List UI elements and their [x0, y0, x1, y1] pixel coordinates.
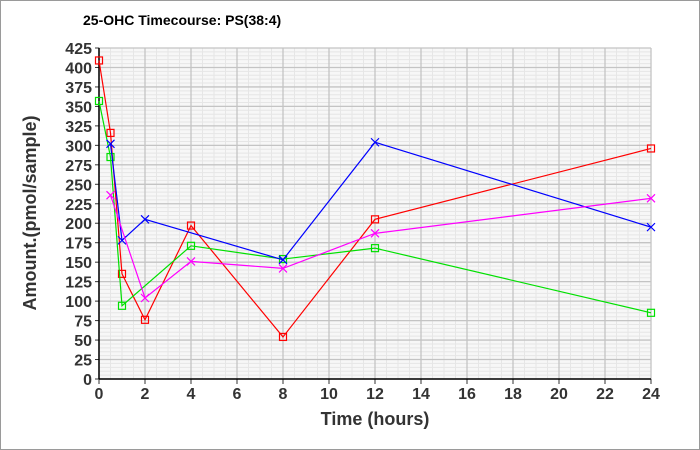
chart-title: 25-OHC Timecourse: PS(38:4) [83, 12, 282, 28]
y-tick-label: 0 [83, 372, 92, 389]
series-line-magenta [109, 195, 652, 300]
x-tick-label: 20 [550, 386, 568, 403]
y-tick-label: 175 [65, 236, 92, 253]
data-point-blue [106, 139, 115, 149]
data-point-green [186, 241, 196, 250]
data-point-blue [370, 137, 380, 147]
x-tick-label: 12 [366, 386, 384, 403]
x-tick-label: 0 [95, 386, 104, 403]
data-point-green [117, 301, 127, 310]
x-tick-label: 8 [279, 386, 288, 403]
data-point-green [646, 308, 656, 317]
y-tick-label: 50 [74, 333, 92, 350]
x-tick-label: 18 [504, 386, 522, 403]
x-tick-label: 22 [596, 386, 614, 403]
data-point-magenta [186, 256, 196, 266]
data-point-magenta [106, 190, 115, 200]
data-point-magenta [278, 263, 288, 273]
data-point-red [106, 128, 115, 137]
y-tick-label: 375 [65, 80, 92, 97]
data-point-green [370, 244, 380, 253]
y-tick-label: 275 [65, 158, 92, 175]
data-point-blue [278, 255, 288, 265]
y-tick-label: 75 [74, 314, 92, 331]
x-tick-label: 10 [320, 386, 338, 403]
y-tick-label: 25 [74, 353, 92, 370]
y-tick-label: 150 [65, 255, 92, 272]
data-point-red [140, 315, 150, 324]
y-axis-label: Amount.(pmol/sample) [20, 115, 40, 310]
y-tick-label: 350 [65, 99, 92, 116]
x-axis-label: Time (hours) [321, 409, 430, 429]
y-tick-label: 225 [65, 197, 92, 214]
x-tick-label: 24 [642, 386, 660, 403]
series-line-green [98, 100, 652, 314]
x-tick-label: 6 [233, 386, 242, 403]
y-tick-label: 100 [65, 294, 92, 311]
y-tick-label: 300 [65, 138, 92, 155]
y-tick-label: 425 [65, 41, 92, 58]
data-point-red [117, 269, 127, 278]
x-tick-label: 14 [412, 386, 430, 403]
data-point-red [94, 56, 104, 65]
data-point-magenta [646, 193, 656, 203]
data-point-blue [140, 214, 150, 224]
data-point-red [370, 215, 380, 224]
y-tick-label: 200 [65, 216, 92, 233]
data-point-red [186, 221, 196, 230]
x-tick-label: 16 [458, 386, 476, 403]
data-point-blue [646, 222, 656, 232]
x-tick-label: 2 [141, 386, 150, 403]
x-tick-label: 4 [187, 386, 196, 403]
y-tick-label: 125 [65, 275, 92, 292]
y-tick-label: 325 [65, 119, 92, 136]
data-point-magenta [370, 228, 380, 238]
data-point-green [94, 96, 104, 106]
y-tick-label: 250 [65, 177, 92, 194]
data-point-red [278, 332, 288, 342]
data-point-magenta [140, 293, 150, 303]
data-point-red [646, 144, 656, 153]
data-point-green [106, 152, 115, 162]
y-tick-label: 400 [65, 60, 92, 77]
